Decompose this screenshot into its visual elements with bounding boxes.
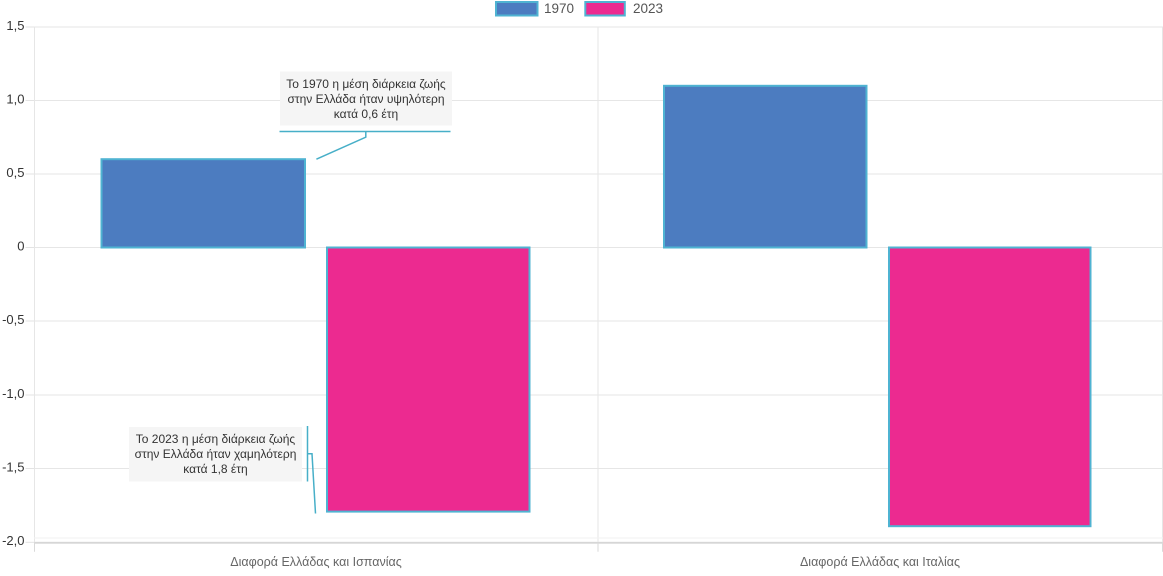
svg-text:-0,5: -0,5 [2,312,24,327]
svg-text:-2,0: -2,0 [2,533,24,548]
svg-text:2023: 2023 [633,1,663,16]
svg-text:στην Ελλάδα ήταν χαμηλότερη: στην Ελλάδα ήταν χαμηλότερη [135,447,297,461]
svg-text:1970: 1970 [544,1,574,16]
svg-text:στην Ελλάδα ήταν υψηλότερη: στην Ελλάδα ήταν υψηλότερη [287,92,444,106]
svg-text:-1,5: -1,5 [2,460,24,475]
svg-text:0: 0 [17,239,24,254]
svg-text:1,0: 1,0 [6,92,24,107]
svg-text:Διαφορά Ελλάδας και Ιταλίας: Διαφορά Ελλάδας και Ιταλίας [800,555,960,569]
svg-text:Διαφορά Ελλάδας και Ισπανίας: Διαφορά Ελλάδας και Ισπανίας [230,555,402,569]
svg-text:1,5: 1,5 [6,18,24,33]
svg-text:-1,0: -1,0 [2,386,24,401]
svg-text:Το 1970 η μέση διάρκεια ζωής: Το 1970 η μέση διάρκεια ζωής [286,77,446,91]
svg-text:0,5: 0,5 [6,165,24,180]
svg-text:Το 2023 η μέση διάρκεια ζωής: Το 2023 η μέση διάρκεια ζωής [136,432,296,446]
svg-text:κατά 1,8 έτη: κατά 1,8 έτη [183,462,247,476]
svg-text:κατά 0,6 έτη: κατά 0,6 έτη [334,107,398,121]
